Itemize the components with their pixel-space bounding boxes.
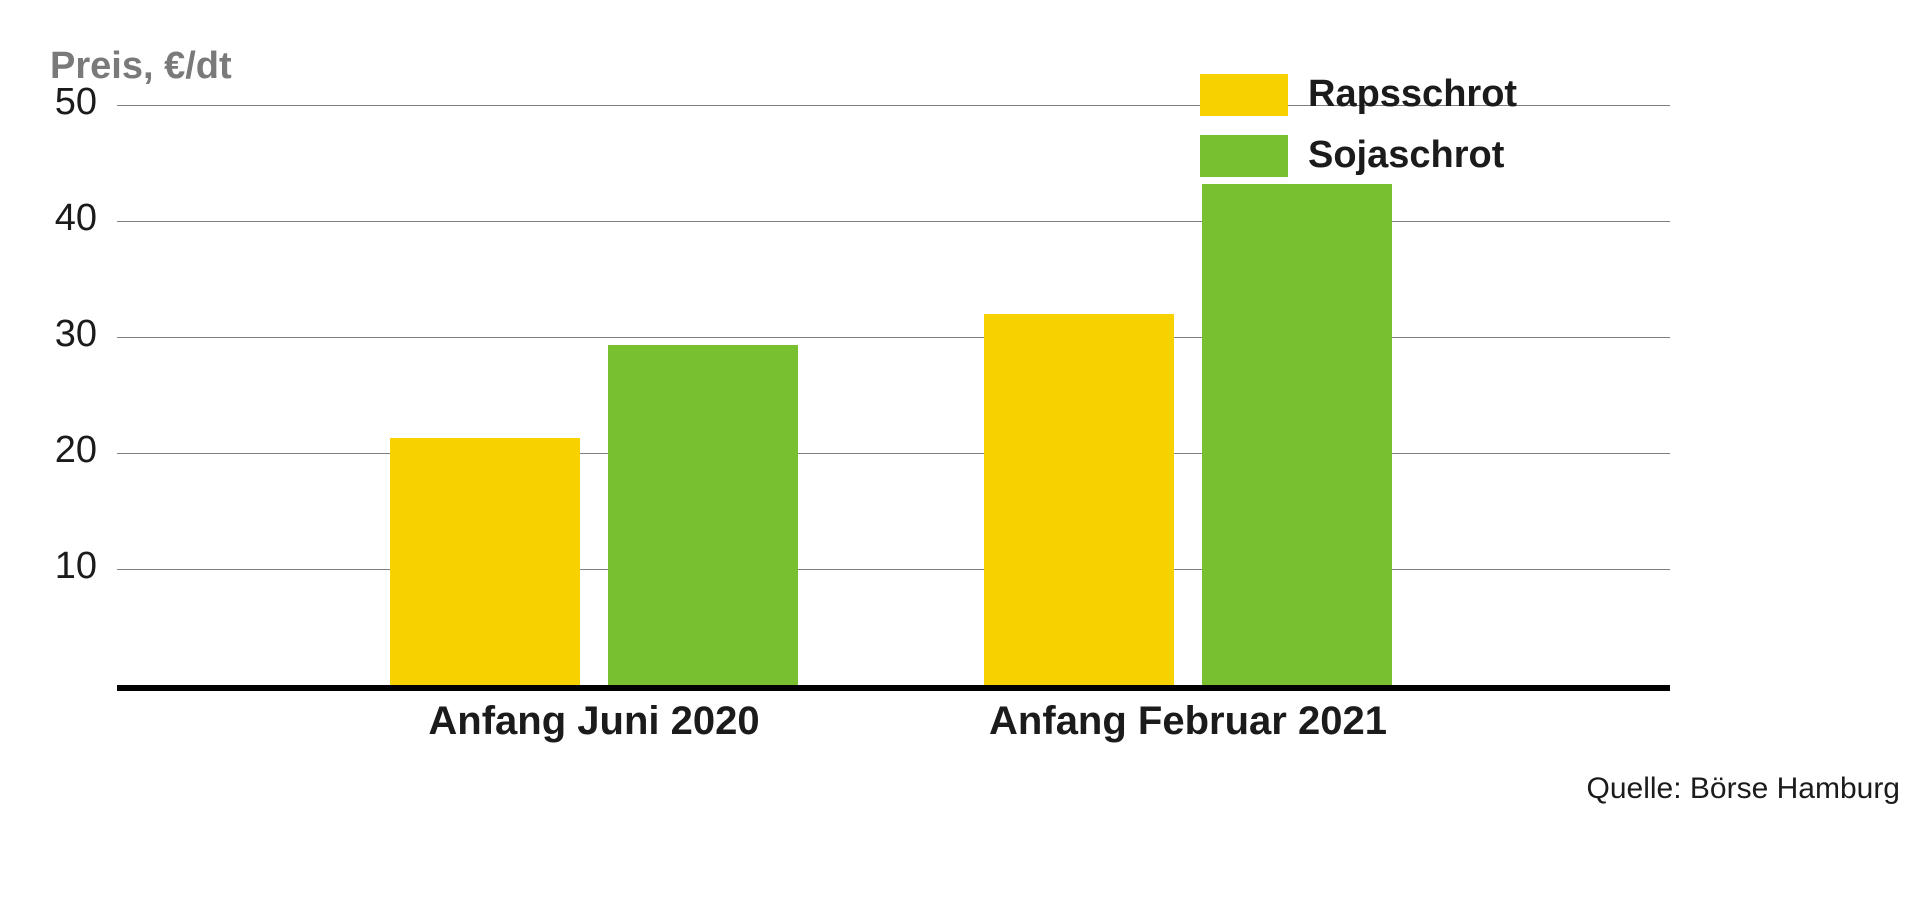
gridline: [117, 569, 1670, 570]
gridline: [117, 221, 1670, 222]
gridline: [117, 453, 1670, 454]
bar: [1202, 184, 1392, 685]
legend-swatch: [1200, 135, 1288, 177]
legend-swatch: [1200, 74, 1288, 116]
x-axis-baseline: [117, 685, 1670, 691]
x-axis-label: Anfang Juni 2020: [294, 699, 894, 744]
bar: [390, 438, 580, 685]
bar: [608, 345, 798, 685]
legend: Rapsschrot Sojaschrot: [1200, 73, 1517, 195]
legend-label: Sojaschrot: [1308, 134, 1504, 177]
source-text: Quelle: Börse Hamburg: [1587, 772, 1900, 806]
x-axis-label: Anfang Februar 2021: [888, 699, 1488, 744]
y-tick-label: 50: [0, 81, 97, 124]
y-tick-label: 10: [0, 545, 97, 588]
legend-item: Rapsschrot: [1200, 73, 1517, 116]
gridline: [117, 337, 1670, 338]
chart-root: Preis, €/dt 1020304050 Anfang Juni 2020A…: [0, 0, 1920, 906]
y-tick-label: 20: [0, 429, 97, 472]
bar: [984, 314, 1174, 685]
legend-item: Sojaschrot: [1200, 134, 1517, 177]
y-tick-label: 40: [0, 197, 97, 240]
legend-label: Rapsschrot: [1308, 73, 1517, 116]
y-tick-label: 30: [0, 313, 97, 356]
